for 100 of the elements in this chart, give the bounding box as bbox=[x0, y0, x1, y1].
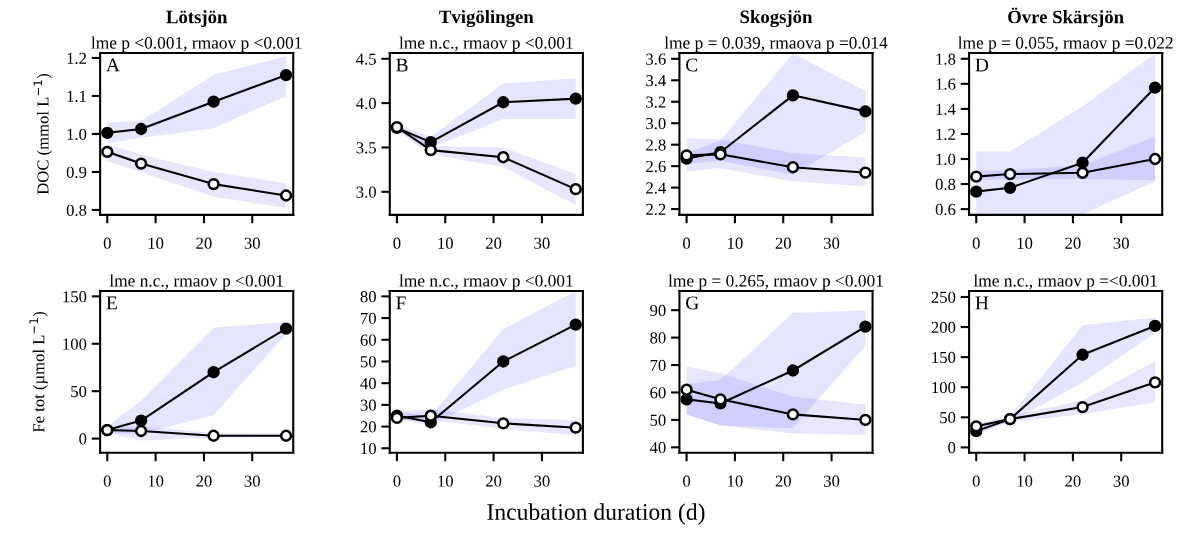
x-tick-label: 20 bbox=[485, 237, 502, 249]
chart-subtitle: lme n.c., rmaov p <0.001 bbox=[399, 36, 573, 53]
annotation: B bbox=[396, 58, 408, 72]
x-tick-label: 0 bbox=[393, 237, 401, 249]
chart-title: Lötsjön bbox=[166, 10, 228, 28]
y-tick-label: 0.8 bbox=[66, 204, 87, 216]
y-tick-label: 30 bbox=[360, 399, 376, 411]
x-tick-label: 20 bbox=[1065, 475, 1081, 487]
y-tick-label: 3.4 bbox=[646, 75, 666, 87]
y-tick-label: 1.6 bbox=[936, 78, 956, 90]
y-tick-label: 60 bbox=[360, 334, 376, 346]
y-tick-label: 2.8 bbox=[646, 139, 666, 151]
x-tick-label: 30 bbox=[244, 237, 260, 249]
y-tick-label: 2.6 bbox=[646, 160, 666, 173]
y-tick-label: 40 bbox=[360, 377, 376, 390]
y-tick-label: 2.2 bbox=[646, 203, 666, 216]
x-tick-label: 20 bbox=[775, 237, 791, 249]
annotation: D bbox=[975, 58, 989, 72]
chart-subtitle: lme p = 0.055, rmaov p =0.022 bbox=[958, 36, 1173, 53]
y-tick-label: 3.0 bbox=[356, 186, 376, 198]
y-tick-label: 1.4 bbox=[936, 103, 956, 115]
y-tick-label: 50 bbox=[71, 385, 87, 398]
x-tick-label: 10 bbox=[438, 237, 453, 249]
y-tick-label: 50 bbox=[940, 412, 956, 424]
x-tick-label: 20 bbox=[775, 475, 791, 487]
y-tick-label: 0.8 bbox=[935, 178, 956, 191]
x-tick-label: 10 bbox=[1017, 475, 1033, 487]
x-tick-label: 30 bbox=[824, 475, 840, 487]
y-tick-label: 0.6 bbox=[935, 203, 956, 216]
y-tick-label: 100 bbox=[63, 338, 87, 350]
y-tick-label: 250 bbox=[931, 291, 956, 303]
y-tick-label: 1.2 bbox=[936, 128, 955, 140]
y-axis-title: DOC (mmol L$^{−1}$) bbox=[33, 74, 52, 195]
x-tick-label: 10 bbox=[728, 237, 743, 249]
y-tick-label: 1.1 bbox=[67, 90, 86, 102]
x-tick-label: 10 bbox=[1017, 237, 1033, 249]
x-tick-label: 30 bbox=[534, 237, 550, 249]
x-tick-label: 10 bbox=[438, 475, 453, 487]
chart-subtitle: lme n.c., rmaov p <0.001 bbox=[399, 274, 573, 291]
y-tick-label: 90 bbox=[650, 304, 666, 317]
x-tick-label: 30 bbox=[244, 475, 260, 487]
x-tick-label: 30 bbox=[1113, 237, 1129, 249]
chart-subtitle: lme n.c., rmaov p =<0.001 bbox=[973, 274, 1157, 291]
y-tick-label: 3.5 bbox=[356, 142, 376, 154]
y-tick-label: 0 bbox=[79, 433, 87, 445]
y-tick-label: 150 bbox=[932, 351, 956, 364]
y-tick-label: 3.2 bbox=[646, 96, 666, 108]
x-tick-label: 0 bbox=[683, 237, 691, 249]
x-tick-label: 10 bbox=[728, 475, 743, 487]
y-tick-label: 50 bbox=[650, 414, 666, 426]
annotation: G bbox=[686, 296, 699, 310]
x-tick-label: 30 bbox=[1113, 475, 1129, 487]
y-tick-label: 2.4 bbox=[646, 182, 666, 194]
chart-subtitle: lme p = 0.039, rmaova p =0.014 bbox=[664, 36, 888, 53]
annotation: E bbox=[106, 296, 117, 310]
chart-title: Skogsjön bbox=[740, 9, 813, 28]
y-tick-label: 0.9 bbox=[66, 166, 87, 178]
y-axis-title: Fe tot (µmol L$^{−1}$) bbox=[29, 311, 48, 433]
x-tick-label: 20 bbox=[1065, 237, 1081, 249]
y-tick-label: 1.0 bbox=[67, 128, 87, 140]
y-tick-label: 20 bbox=[360, 421, 376, 433]
y-tick-label: 70 bbox=[650, 359, 666, 371]
x-tick-label: 0 bbox=[103, 237, 111, 249]
x-tick-label: 0 bbox=[103, 475, 111, 487]
x-axis-title: Incubation duration (d) bbox=[487, 503, 705, 525]
chart-title: Tvigölingen bbox=[439, 9, 534, 28]
y-tick-label: 1.2 bbox=[67, 52, 87, 64]
x-tick-label: 0 bbox=[972, 475, 980, 487]
y-tick-label: 150 bbox=[63, 291, 87, 303]
annotation: F bbox=[396, 296, 406, 310]
y-tick-label: 4.5 bbox=[356, 53, 376, 65]
x-tick-label: 10 bbox=[148, 237, 164, 249]
x-tick-label: 0 bbox=[972, 237, 980, 249]
y-tick-label: 80 bbox=[650, 332, 666, 344]
y-tick-label: 0 bbox=[948, 442, 956, 454]
x-tick-label: 30 bbox=[824, 237, 840, 249]
y-tick-label: 50 bbox=[360, 356, 376, 368]
x-tick-label: 20 bbox=[196, 475, 212, 487]
y-tick-label: 1.0 bbox=[936, 153, 956, 166]
y-tick-label: 60 bbox=[650, 387, 666, 399]
x-tick-label: 10 bbox=[148, 475, 164, 487]
y-tick-label: 1.8 bbox=[936, 53, 956, 65]
x-tick-label: 30 bbox=[534, 475, 550, 487]
y-tick-label: 80 bbox=[360, 291, 376, 303]
x-tick-label: 20 bbox=[196, 237, 212, 249]
y-tick-label: 200 bbox=[931, 321, 956, 333]
annotation: H bbox=[975, 296, 989, 310]
annotation: C bbox=[686, 58, 698, 72]
x-tick-label: 20 bbox=[485, 475, 502, 487]
x-tick-label: 0 bbox=[683, 475, 691, 487]
chart-title: Övre Skärsjön bbox=[1008, 7, 1124, 28]
annotation: A bbox=[106, 58, 120, 72]
chart-subtitle: lme p = 0.265, rmaov p <0.001 bbox=[668, 274, 883, 291]
y-tick-label: 10 bbox=[361, 442, 376, 455]
y-tick-label: 70 bbox=[361, 312, 376, 325]
x-tick-label: 0 bbox=[393, 475, 401, 487]
chart-subtitle: lme n.c., rmaov p <0.001 bbox=[109, 274, 283, 291]
y-tick-label: 3.6 bbox=[646, 53, 666, 65]
y-tick-label: 4.0 bbox=[356, 97, 376, 110]
y-tick-label: 40 bbox=[649, 442, 666, 454]
